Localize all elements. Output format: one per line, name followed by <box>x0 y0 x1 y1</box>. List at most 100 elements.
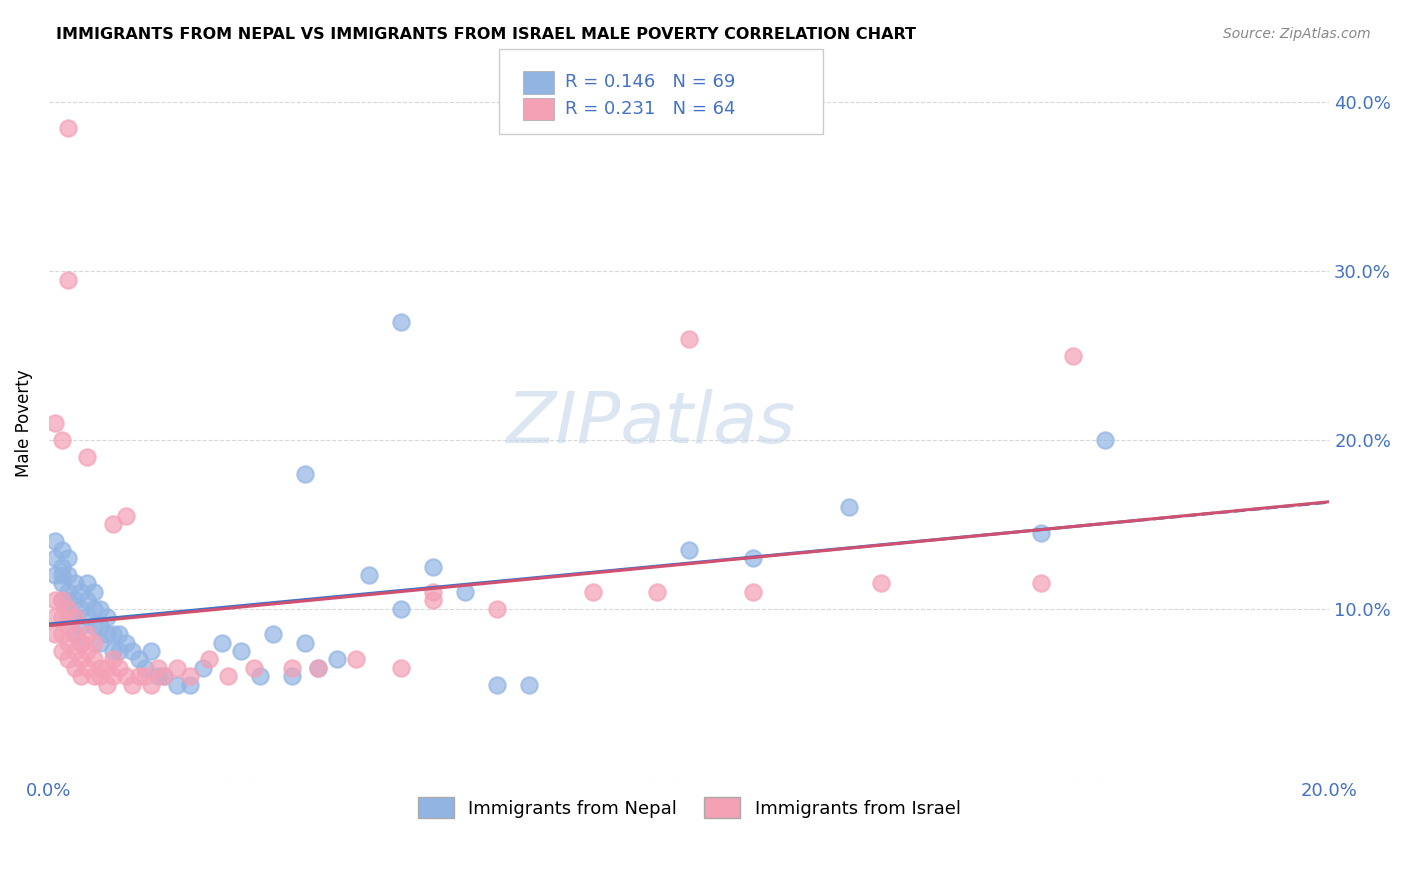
Point <box>56 551 79 566</box>
Point <box>96 627 118 641</box>
Point <box>153 669 176 683</box>
Point <box>678 332 700 346</box>
Point <box>166 661 188 675</box>
Point <box>56 610 79 624</box>
Point <box>281 661 304 675</box>
Point <box>70 618 93 632</box>
Point <box>70 669 93 683</box>
Point <box>582 585 605 599</box>
Point <box>44 551 66 566</box>
Point <box>63 644 86 658</box>
Point <box>108 644 131 658</box>
Point <box>70 635 93 649</box>
Point <box>454 585 477 599</box>
Point <box>56 585 79 599</box>
Point <box>51 644 73 658</box>
Point <box>76 661 98 675</box>
Point <box>128 669 150 683</box>
Point <box>51 568 73 582</box>
Point <box>56 593 79 607</box>
Point <box>243 661 266 675</box>
Point <box>486 601 509 615</box>
Point <box>114 635 136 649</box>
Y-axis label: Male Poverty: Male Poverty <box>15 369 32 477</box>
Point <box>44 610 66 624</box>
Point <box>70 585 93 599</box>
Point <box>422 593 444 607</box>
Point <box>108 627 131 641</box>
Point <box>1062 349 1084 363</box>
Point <box>44 534 66 549</box>
Point <box>89 669 111 683</box>
Point <box>89 661 111 675</box>
Point <box>63 627 86 641</box>
Point <box>1094 433 1116 447</box>
Point <box>76 450 98 464</box>
Point <box>742 551 765 566</box>
Point <box>389 661 412 675</box>
Point <box>1031 525 1053 540</box>
Point <box>179 669 201 683</box>
Point <box>83 652 105 666</box>
Point <box>83 618 105 632</box>
Point <box>307 661 329 675</box>
Point <box>198 652 221 666</box>
Point <box>63 627 86 641</box>
Point <box>51 542 73 557</box>
Point <box>134 661 156 675</box>
Point <box>89 618 111 632</box>
Point <box>63 593 86 607</box>
Point <box>121 678 143 692</box>
Point <box>146 661 169 675</box>
Point <box>128 652 150 666</box>
Point <box>229 644 252 658</box>
Point <box>96 610 118 624</box>
Point <box>56 272 79 286</box>
Point <box>134 669 156 683</box>
Point <box>44 568 66 582</box>
Point <box>357 568 380 582</box>
Point <box>56 601 79 615</box>
Point <box>83 601 105 615</box>
Point <box>211 635 233 649</box>
Point <box>63 610 86 624</box>
Point <box>422 585 444 599</box>
Point <box>389 601 412 615</box>
Point <box>63 576 86 591</box>
Point <box>146 669 169 683</box>
Point <box>83 585 105 599</box>
Point <box>486 678 509 692</box>
Point <box>56 652 79 666</box>
Point <box>51 593 73 607</box>
Legend: Immigrants from Nepal, Immigrants from Israel: Immigrants from Nepal, Immigrants from I… <box>411 790 967 825</box>
Point <box>70 601 93 615</box>
Text: R = 0.146   N = 69: R = 0.146 N = 69 <box>565 73 735 91</box>
Point <box>51 627 73 641</box>
Point <box>179 678 201 692</box>
Point <box>870 576 893 591</box>
Point <box>101 517 124 532</box>
Point <box>70 652 93 666</box>
Point <box>742 585 765 599</box>
Point <box>83 669 105 683</box>
Point <box>344 652 367 666</box>
Point <box>121 644 143 658</box>
Point <box>114 669 136 683</box>
Point <box>517 678 540 692</box>
Point <box>101 627 124 641</box>
Point <box>96 661 118 675</box>
Point <box>96 678 118 692</box>
Point <box>153 669 176 683</box>
Point <box>101 669 124 683</box>
Point <box>76 576 98 591</box>
Point <box>262 627 284 641</box>
Text: R = 0.231   N = 64: R = 0.231 N = 64 <box>565 100 735 118</box>
Text: ZIPatlas: ZIPatlas <box>506 389 796 458</box>
Point <box>217 669 239 683</box>
Point <box>56 635 79 649</box>
Point <box>83 635 105 649</box>
Point <box>141 644 163 658</box>
Point <box>56 120 79 135</box>
Text: Source: ZipAtlas.com: Source: ZipAtlas.com <box>1223 27 1371 41</box>
Point <box>76 627 98 641</box>
